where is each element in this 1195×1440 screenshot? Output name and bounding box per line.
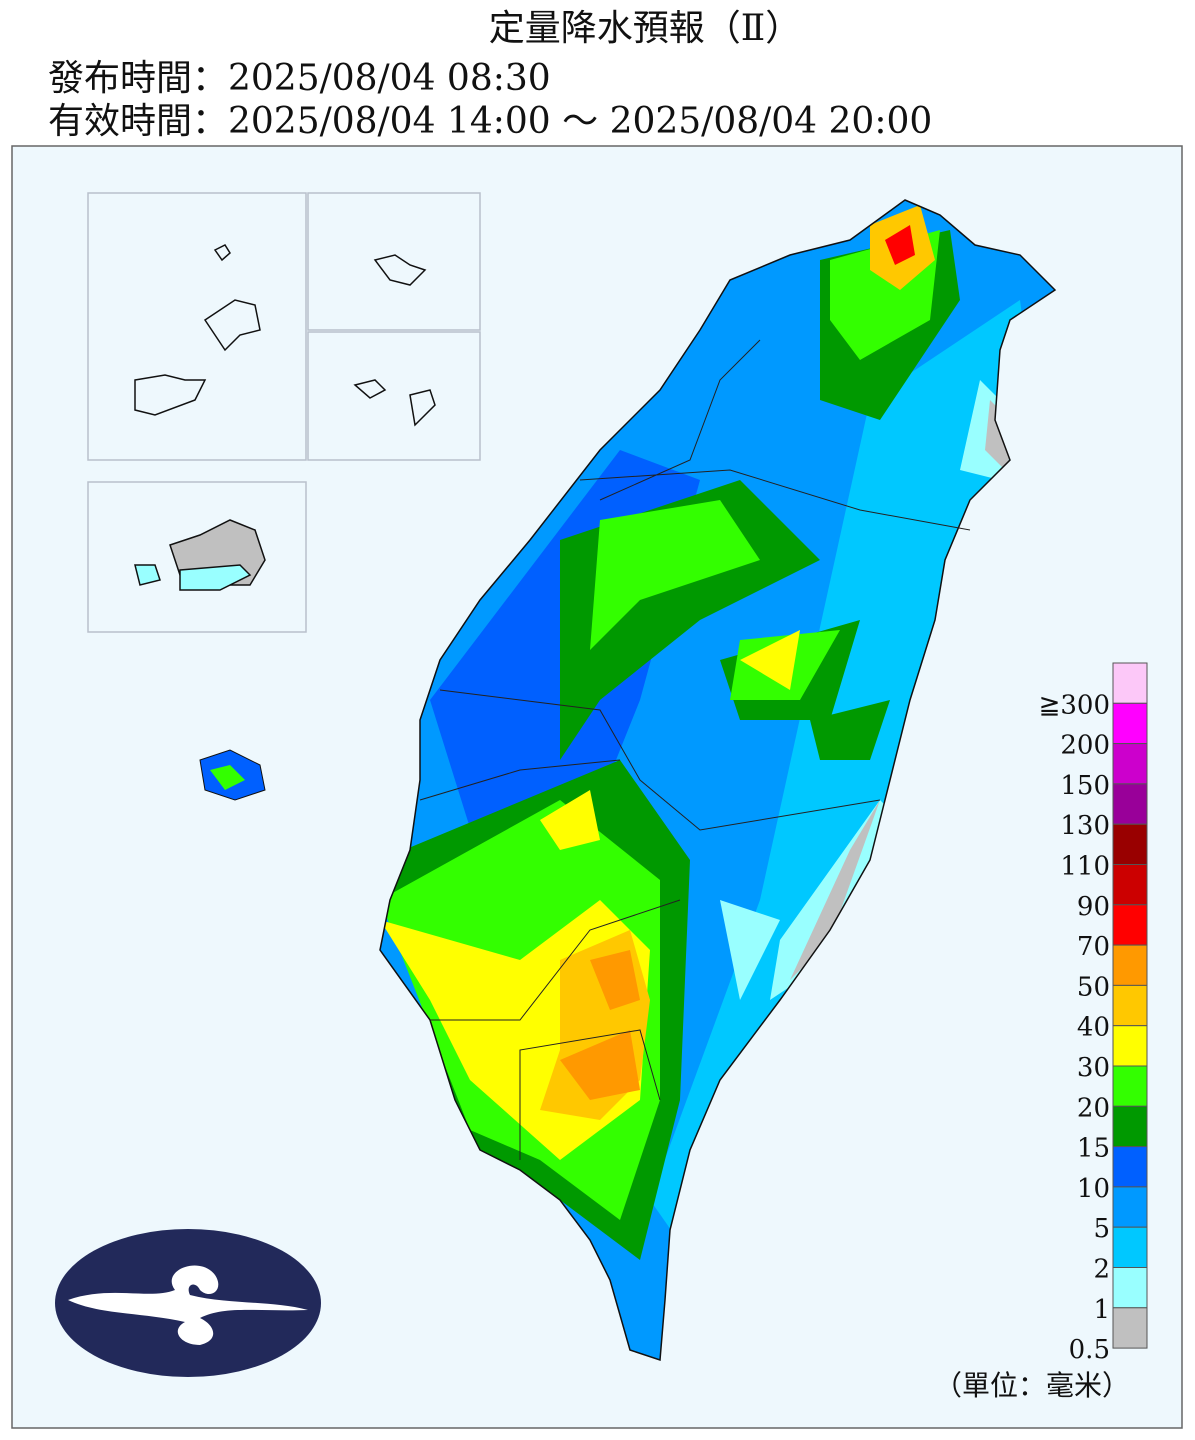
county-borders xyxy=(419,339,971,1160)
legend-label: 40 xyxy=(1077,1013,1110,1043)
legend-swatch xyxy=(1112,823,1148,866)
legend-swatch xyxy=(1112,783,1148,825)
legend-swatch xyxy=(1112,904,1148,946)
taiwan-outline xyxy=(379,199,1057,1362)
legend-label: 1 xyxy=(1093,1295,1110,1325)
legend-swatch xyxy=(1112,1226,1148,1268)
insets xyxy=(87,192,481,633)
legend-swatch xyxy=(1112,743,1148,785)
legend-swatch xyxy=(1112,1267,1148,1309)
unit-label: （單位：毫米） xyxy=(934,1369,1130,1402)
logo xyxy=(55,1229,321,1377)
legend-swatch xyxy=(1112,864,1148,906)
legend-label: 2 xyxy=(1093,1255,1110,1285)
legend-swatch xyxy=(1112,1025,1148,1067)
legend-label: 130 xyxy=(1060,811,1110,841)
legend-swatch xyxy=(1112,1307,1148,1349)
legend-label: 70 xyxy=(1077,932,1110,962)
legend-label: 15 xyxy=(1077,1134,1110,1164)
legend-swatch xyxy=(1112,1146,1148,1188)
legend-label: 5 xyxy=(1093,1214,1110,1244)
title: 定量降水預報（Ⅱ） xyxy=(489,8,801,49)
legend-swatch xyxy=(1112,1186,1148,1228)
legend-label: 30 xyxy=(1077,1053,1110,1083)
legend-swatch xyxy=(1112,662,1148,704)
legend-label: 10 xyxy=(1077,1174,1110,1204)
legend-label: 0.5 xyxy=(1069,1335,1110,1365)
legend-label: ≧300 xyxy=(1039,690,1110,720)
legend-label: 110 xyxy=(1060,852,1110,882)
legend-label: 150 xyxy=(1060,771,1110,801)
legend-swatch xyxy=(1112,944,1148,986)
legend-swatch xyxy=(1112,1105,1148,1148)
legend-label: 90 xyxy=(1077,892,1110,922)
penghu xyxy=(199,749,266,801)
legend-label: 50 xyxy=(1077,972,1110,1002)
islands xyxy=(134,244,436,591)
issue-time: 發布時間：2025/08/04 08:30 xyxy=(48,58,551,99)
legend: ≧300 200 150 130 110 90 70 50 40 30 20 15 10 5 2 1 0.5 xyxy=(1039,662,1148,1365)
legend-swatch xyxy=(1112,702,1148,745)
legend-swatch xyxy=(1112,1065,1148,1107)
legend-swatch xyxy=(1112,984,1148,1027)
legend-label: 20 xyxy=(1077,1093,1110,1123)
valid-time: 有效時間：2025/08/04 14:00 ～ 2025/08/04 20:00 xyxy=(48,101,932,142)
legend-label: 200 xyxy=(1060,731,1110,761)
